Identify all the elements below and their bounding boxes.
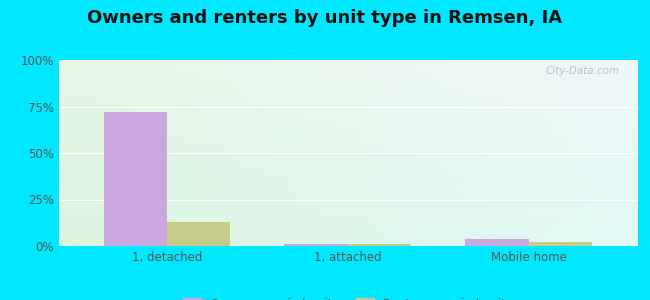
Text: Owners and renters by unit type in Remsen, IA: Owners and renters by unit type in Remse… (88, 9, 562, 27)
Text: City-Data.com: City-Data.com (545, 66, 619, 76)
Bar (104, 112, 167, 246)
Legend: Owner occupied units, Renter occupied units: Owner occupied units, Renter occupied un… (178, 293, 517, 300)
Bar (528, 242, 592, 246)
Bar (285, 244, 348, 246)
Bar (465, 238, 528, 246)
Bar (167, 222, 230, 246)
Bar (348, 244, 411, 246)
